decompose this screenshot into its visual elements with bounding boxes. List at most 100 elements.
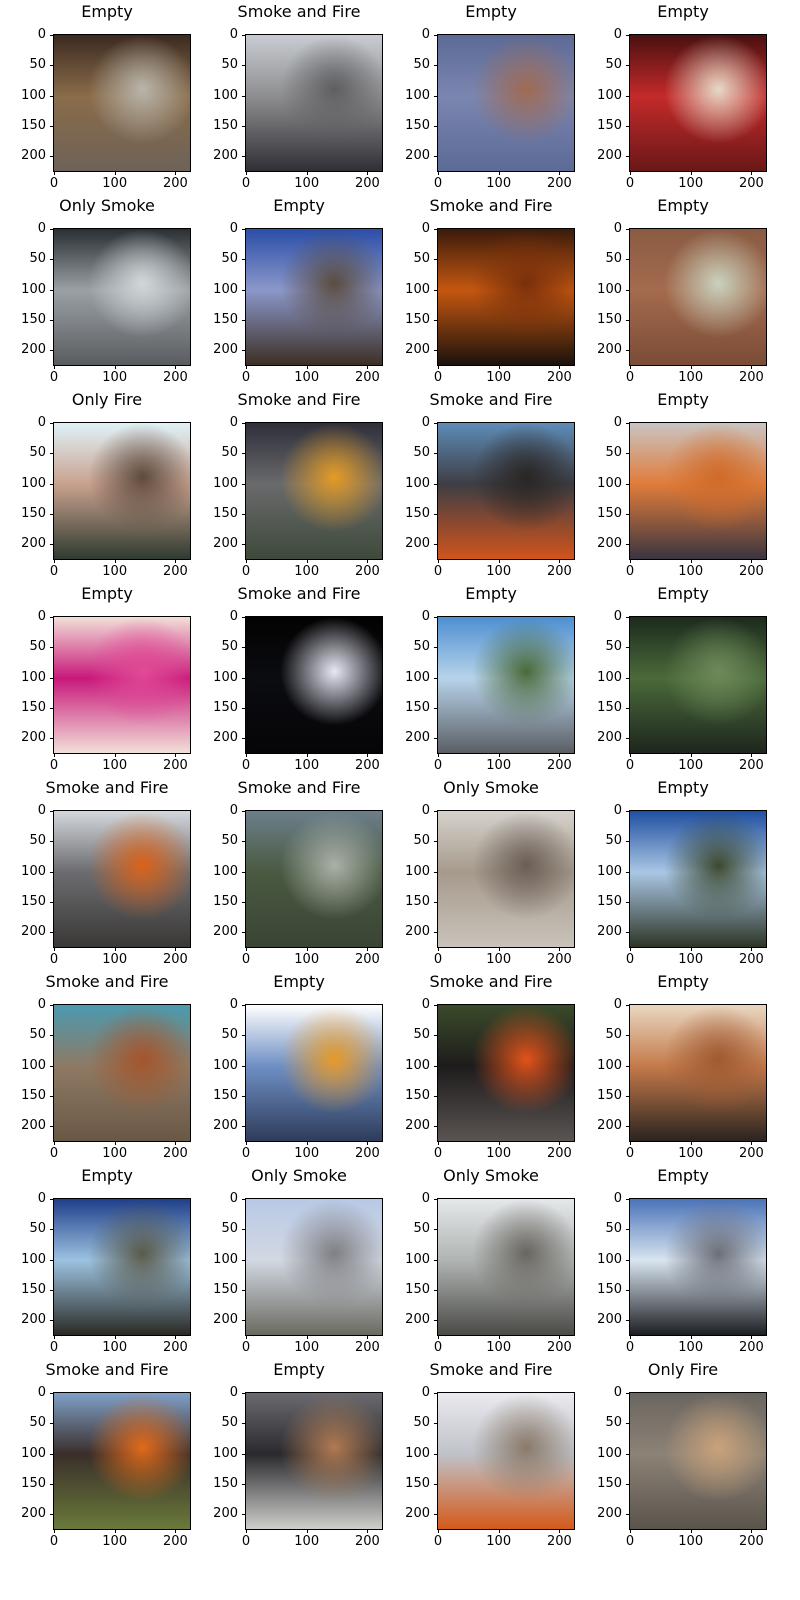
x-tick-label: 0 <box>433 176 443 191</box>
x-tick-mark <box>438 171 439 175</box>
y-tick-label: 50 <box>413 57 430 73</box>
image-panel: Smoke and Fire 0 50 100 150 200 0 100 200 <box>0 1358 191 1552</box>
y-tick-label: 0 <box>229 609 238 624</box>
x-tick-mark <box>559 947 561 951</box>
y-tick-label: 0 <box>421 221 430 236</box>
y-tick-label: 150 <box>21 506 46 522</box>
city-smoke-photo <box>246 1199 382 1335</box>
y-tick-mark <box>50 35 54 36</box>
image-panel: Only Fire 0 50 100 150 200 0 100 200 <box>0 388 191 582</box>
y-tick-label: 150 <box>213 1088 238 1104</box>
y-tick-mark <box>434 1514 438 1516</box>
y-tick-label: 150 <box>597 1476 622 1492</box>
y-tick-mark <box>434 1423 438 1425</box>
y-tick-label: 200 <box>597 1312 622 1328</box>
dragon-fruit-photo <box>54 617 190 753</box>
y-tick-mark <box>626 156 630 158</box>
y-tick-mark <box>50 932 54 934</box>
x-tick-label: 0 <box>241 1534 251 1549</box>
panel-title: Only Fire <box>647 1360 719 1379</box>
x-tick-label: 100 <box>102 1534 128 1549</box>
trees-photo <box>630 617 766 753</box>
y-tick-label: 200 <box>405 730 430 746</box>
mountain-view-photo <box>54 1199 190 1335</box>
y-tick-label: 50 <box>605 1415 622 1431</box>
image-axes <box>245 616 383 754</box>
road-fire-photo <box>438 1393 574 1529</box>
y-tick-mark <box>242 483 246 485</box>
image-axes <box>53 1392 191 1530</box>
smoke-photo <box>54 229 190 365</box>
image-axes <box>629 810 767 948</box>
x-tick-label: 100 <box>294 176 320 191</box>
firefighters-photo <box>438 811 574 947</box>
y-tick-label: 200 <box>405 1506 430 1522</box>
y-tick-mark <box>50 1096 54 1098</box>
y-tick-mark <box>626 229 630 230</box>
image-panel: Smoke and Fire 0 50 100 150 200 0 100 200 <box>192 0 383 194</box>
field-fire-photo <box>438 423 574 559</box>
image-axes <box>629 422 767 560</box>
x-tick-label: 200 <box>547 1340 572 1355</box>
panel-title: Empty <box>657 1166 709 1185</box>
y-tick-mark <box>434 617 438 618</box>
x-tick-mark <box>630 559 631 563</box>
y-tick-mark <box>434 1229 438 1231</box>
x-tick-label: 200 <box>355 952 380 967</box>
y-tick-label: 200 <box>597 148 622 164</box>
y-tick-mark <box>434 902 438 904</box>
x-tick-mark <box>630 1141 631 1145</box>
y-tick-label: 0 <box>37 27 46 42</box>
y-tick-label: 150 <box>21 894 46 910</box>
y-tick-label: 100 <box>213 669 238 685</box>
image-panel: Empty 0 50 100 150 200 0 100 200 <box>0 582 191 776</box>
y-tick-label: 150 <box>597 312 622 328</box>
y-tick-label: 150 <box>405 1282 430 1298</box>
y-tick-label: 150 <box>405 312 430 328</box>
y-tick-label: 150 <box>213 312 238 328</box>
y-tick-label: 200 <box>213 536 238 552</box>
y-tick-label: 100 <box>405 1251 430 1267</box>
x-tick-mark <box>559 171 561 175</box>
y-tick-label: 100 <box>405 1445 430 1461</box>
blurred-photo <box>630 1393 766 1529</box>
x-tick-mark <box>306 753 308 757</box>
y-tick-mark <box>242 423 246 424</box>
x-tick-mark <box>438 1141 439 1145</box>
x-tick-label: 0 <box>49 1146 59 1161</box>
y-tick-mark <box>626 350 630 352</box>
y-tick-mark <box>434 647 438 649</box>
x-tick-label: 0 <box>49 1534 59 1549</box>
x-tick-mark <box>438 753 439 757</box>
y-tick-label: 0 <box>421 27 430 42</box>
y-tick-mark <box>434 483 438 485</box>
coins-photo <box>438 35 574 171</box>
x-tick-label: 0 <box>625 176 635 191</box>
y-tick-mark <box>50 1320 54 1322</box>
y-tick-label: 50 <box>413 1221 430 1237</box>
x-tick-label: 200 <box>163 952 188 967</box>
y-tick-label: 200 <box>597 1506 622 1522</box>
x-tick-label: 100 <box>678 758 704 773</box>
image-panel: Empty 0 50 100 150 200 0 100 200 <box>192 970 383 1164</box>
x-tick-label: 0 <box>49 952 59 967</box>
y-tick-mark <box>242 65 246 67</box>
x-tick-label: 100 <box>294 1146 320 1161</box>
x-tick-mark <box>498 171 500 175</box>
x-tick-label: 200 <box>739 1340 764 1355</box>
y-tick-mark <box>434 320 438 322</box>
y-tick-mark <box>434 677 438 679</box>
x-tick-label: 100 <box>102 176 128 191</box>
image-panel: Only Fire 0 50 100 150 200 0 100 200 <box>576 1358 767 1552</box>
x-tick-label: 200 <box>739 758 764 773</box>
panel-title: Empty <box>657 778 709 797</box>
y-tick-label: 100 <box>597 1057 622 1073</box>
y-tick-label: 50 <box>605 639 622 655</box>
y-tick-mark <box>242 1035 246 1037</box>
x-tick-mark <box>630 1529 631 1533</box>
x-tick-mark <box>306 171 308 175</box>
image-axes <box>629 616 767 754</box>
y-tick-label: 50 <box>221 1415 238 1431</box>
x-tick-mark <box>751 365 753 369</box>
y-tick-label: 150 <box>597 118 622 134</box>
